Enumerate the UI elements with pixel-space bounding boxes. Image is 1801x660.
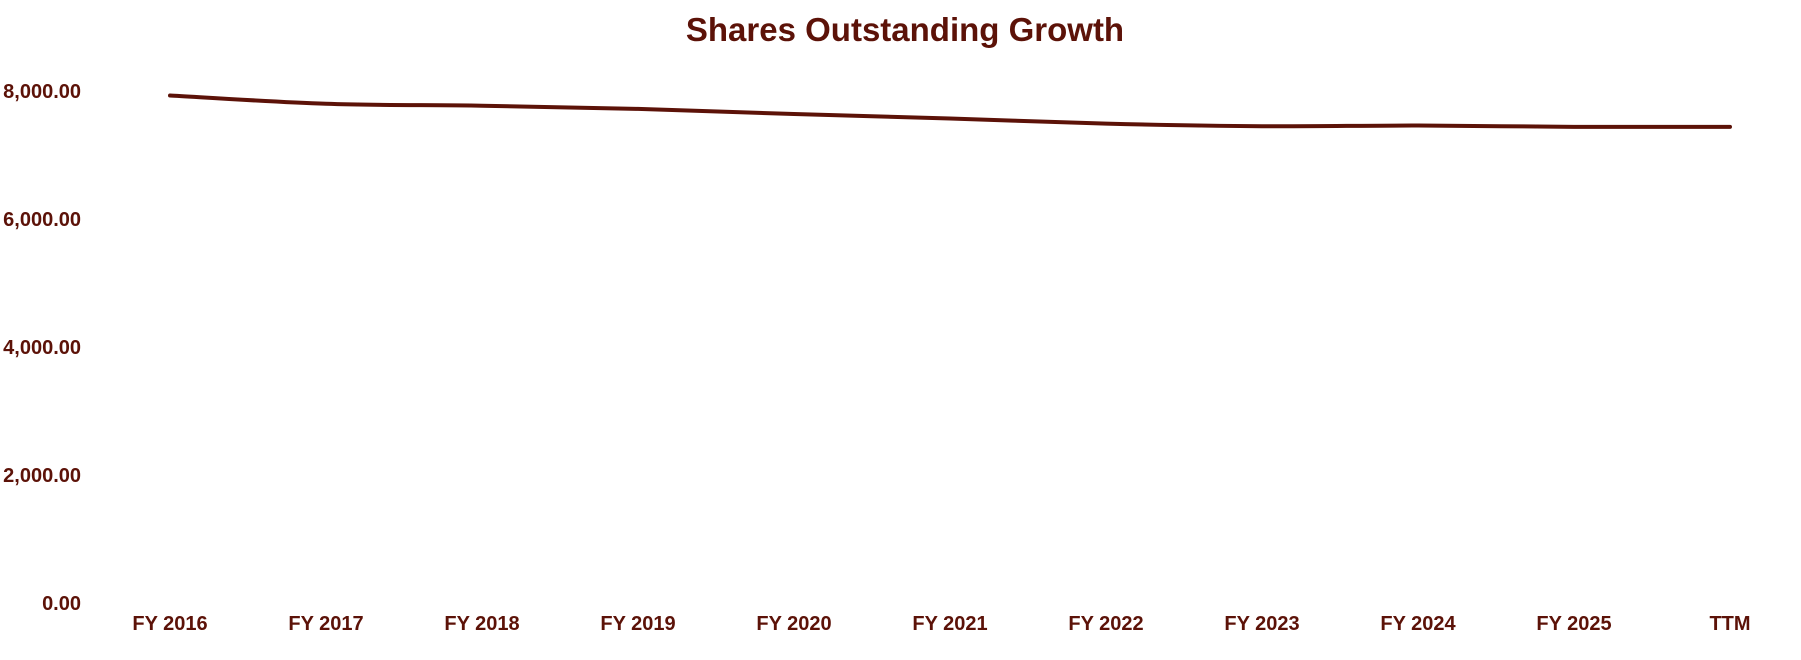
x-tick-label: FY 2019 bbox=[600, 613, 675, 635]
x-axis-tick-labels: FY 2016 FY 2017 FY 2018 FY 2019 FY 2020 FY 20… bbox=[132, 613, 1750, 635]
y-axis-tick-labels: 0.00 2,000.00 4,000.00 6,000.00 8,000.00 bbox=[3, 81, 81, 615]
x-tick-label: FY 2017 bbox=[288, 613, 363, 635]
y-tick-label: 2,000.00 bbox=[3, 465, 81, 487]
series-lines bbox=[168, 93, 1732, 129]
y-tick-label: 4,000.00 bbox=[3, 337, 81, 359]
x-tick-label: FY 2025 bbox=[1536, 613, 1611, 635]
x-tick-label: TTM bbox=[1709, 613, 1750, 635]
x-tick-label: FY 2021 bbox=[912, 613, 987, 635]
x-tick-label: FY 2016 bbox=[132, 613, 207, 635]
x-tick-label: FY 2023 bbox=[1224, 613, 1299, 635]
x-tick-label: FY 2024 bbox=[1380, 613, 1456, 635]
series-line bbox=[168, 93, 1732, 129]
x-tick-label: FY 2018 bbox=[444, 613, 519, 635]
y-tick-label: 8,000.00 bbox=[3, 81, 81, 103]
x-tick-label: FY 2020 bbox=[756, 613, 831, 635]
y-tick-label: 6,000.00 bbox=[3, 209, 81, 231]
chart-title: Shares Outstanding Growth bbox=[686, 11, 1124, 48]
x-tick-label: FY 2022 bbox=[1068, 613, 1143, 635]
y-tick-label: 0.00 bbox=[42, 593, 81, 615]
